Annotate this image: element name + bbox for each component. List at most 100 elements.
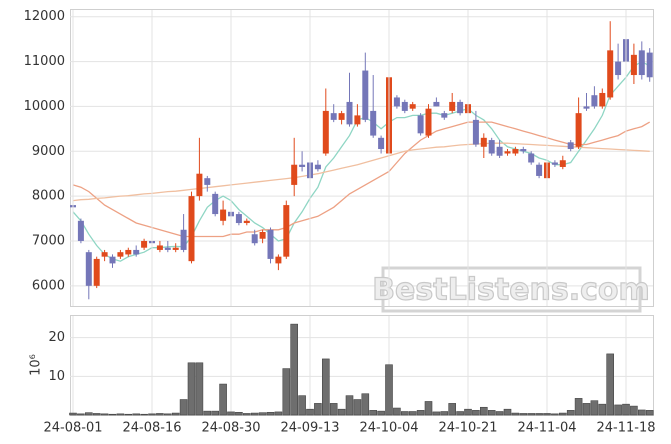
- volume-bar: [203, 410, 212, 416]
- volume-bar: [219, 383, 227, 416]
- candle-body: [559, 160, 566, 167]
- volume-bar: [448, 403, 457, 416]
- volume-bar: [140, 413, 148, 416]
- volume-frame: [70, 315, 654, 416]
- x-tick-label: 24-11-04: [517, 421, 576, 436]
- volume-bar: [132, 413, 140, 416]
- volume-bar: [472, 410, 480, 416]
- price-frame: [70, 9, 654, 307]
- volume-bar: [100, 413, 109, 416]
- candle-body: [575, 113, 582, 147]
- candle-body: [378, 137, 385, 150]
- candle-body: [77, 220, 84, 241]
- candle-body: [267, 229, 274, 259]
- candle-body: [141, 240, 148, 248]
- candle-body: [370, 110, 377, 136]
- x-tick-label: 24-08-16: [122, 421, 181, 436]
- candle-body: [354, 115, 361, 125]
- volume-bar: [329, 403, 338, 416]
- candle-body: [291, 164, 298, 185]
- volume-bar: [645, 410, 654, 416]
- volume-bar: [574, 398, 583, 416]
- candle-body: [480, 137, 487, 147]
- volume-bar: [321, 358, 330, 416]
- candle-body: [101, 252, 108, 257]
- volume-bar: [266, 411, 275, 416]
- volume-bar: [282, 368, 291, 416]
- y-tick-label: 11000: [24, 54, 65, 69]
- candle-body: [607, 50, 614, 98]
- candle-body: [401, 101, 408, 111]
- volume-bar: [551, 413, 559, 416]
- candle-body: [180, 229, 187, 250]
- y-tick-label: 20: [48, 330, 65, 345]
- y-tick-label: 8000: [32, 189, 65, 204]
- volume-bar: [361, 393, 370, 416]
- volume-bar: [614, 404, 622, 416]
- volume-bar: [290, 323, 299, 416]
- candle-body: [172, 247, 179, 250]
- candle-body: [488, 140, 495, 154]
- volume-bar: [69, 412, 77, 416]
- volume-bar: [495, 411, 504, 416]
- candle-body: [164, 247, 171, 250]
- volume-bar: [85, 412, 93, 416]
- y-tick-label: 10000: [24, 99, 65, 114]
- volume-bar: [590, 400, 599, 416]
- candle-body: [393, 97, 400, 107]
- volume-bar: [195, 362, 204, 416]
- volume-bar: [416, 410, 425, 416]
- candle-body: [156, 245, 163, 250]
- candle-body: [520, 149, 527, 152]
- volume-bar: [148, 413, 156, 416]
- x-tick-label: 24-08-01: [43, 421, 102, 436]
- volume-bar: [424, 401, 433, 416]
- candle-body: [212, 193, 219, 215]
- volume-bar: [503, 408, 512, 416]
- volume-bar: [432, 411, 441, 416]
- volume-bar: [408, 411, 417, 416]
- candle-body: [362, 70, 369, 120]
- volume-bar: [179, 399, 188, 416]
- candle-body: [204, 178, 211, 185]
- volume-bar: [511, 412, 520, 416]
- candle-body: [528, 153, 535, 163]
- volume-bar: [385, 364, 393, 416]
- volume-bar: [487, 410, 496, 416]
- candle-body: [599, 92, 606, 107]
- candle-body: [251, 234, 258, 244]
- candle-body: [314, 164, 321, 170]
- volume-bar: [306, 408, 314, 416]
- volume-bar: [400, 411, 409, 416]
- candle-body: [133, 249, 140, 255]
- candle-body: [496, 146, 503, 156]
- volume-bar: [637, 409, 646, 416]
- volume-bar: [543, 413, 551, 416]
- volume-bar: [622, 403, 630, 416]
- y-tick-label: 6000: [32, 278, 65, 293]
- volume-bar: [535, 413, 543, 416]
- candle-body: [433, 101, 440, 107]
- candle-body: [220, 209, 227, 221]
- candle-body: [259, 232, 266, 239]
- candle-body: [243, 220, 250, 224]
- y-tick-label: 10: [48, 369, 65, 384]
- volume-bar: [377, 410, 385, 416]
- volume-bar: [227, 411, 235, 416]
- volume-bar: [124, 413, 133, 416]
- volume-bar: [527, 413, 536, 416]
- volume-bar: [606, 353, 615, 416]
- volume-bar: [464, 408, 472, 416]
- candle-body: [322, 110, 329, 154]
- volume-bar: [345, 395, 354, 416]
- volume-bar: [258, 412, 267, 416]
- volume-bar: [250, 412, 259, 416]
- volume-bar: [108, 413, 117, 416]
- x-tick-label: 24-09-13: [280, 421, 339, 436]
- candle-body: [646, 52, 653, 78]
- candle-body: [235, 214, 242, 224]
- candle-body: [275, 256, 282, 264]
- volume-bar: [77, 413, 85, 416]
- candle-body: [536, 164, 543, 176]
- volume-bar: [558, 412, 567, 416]
